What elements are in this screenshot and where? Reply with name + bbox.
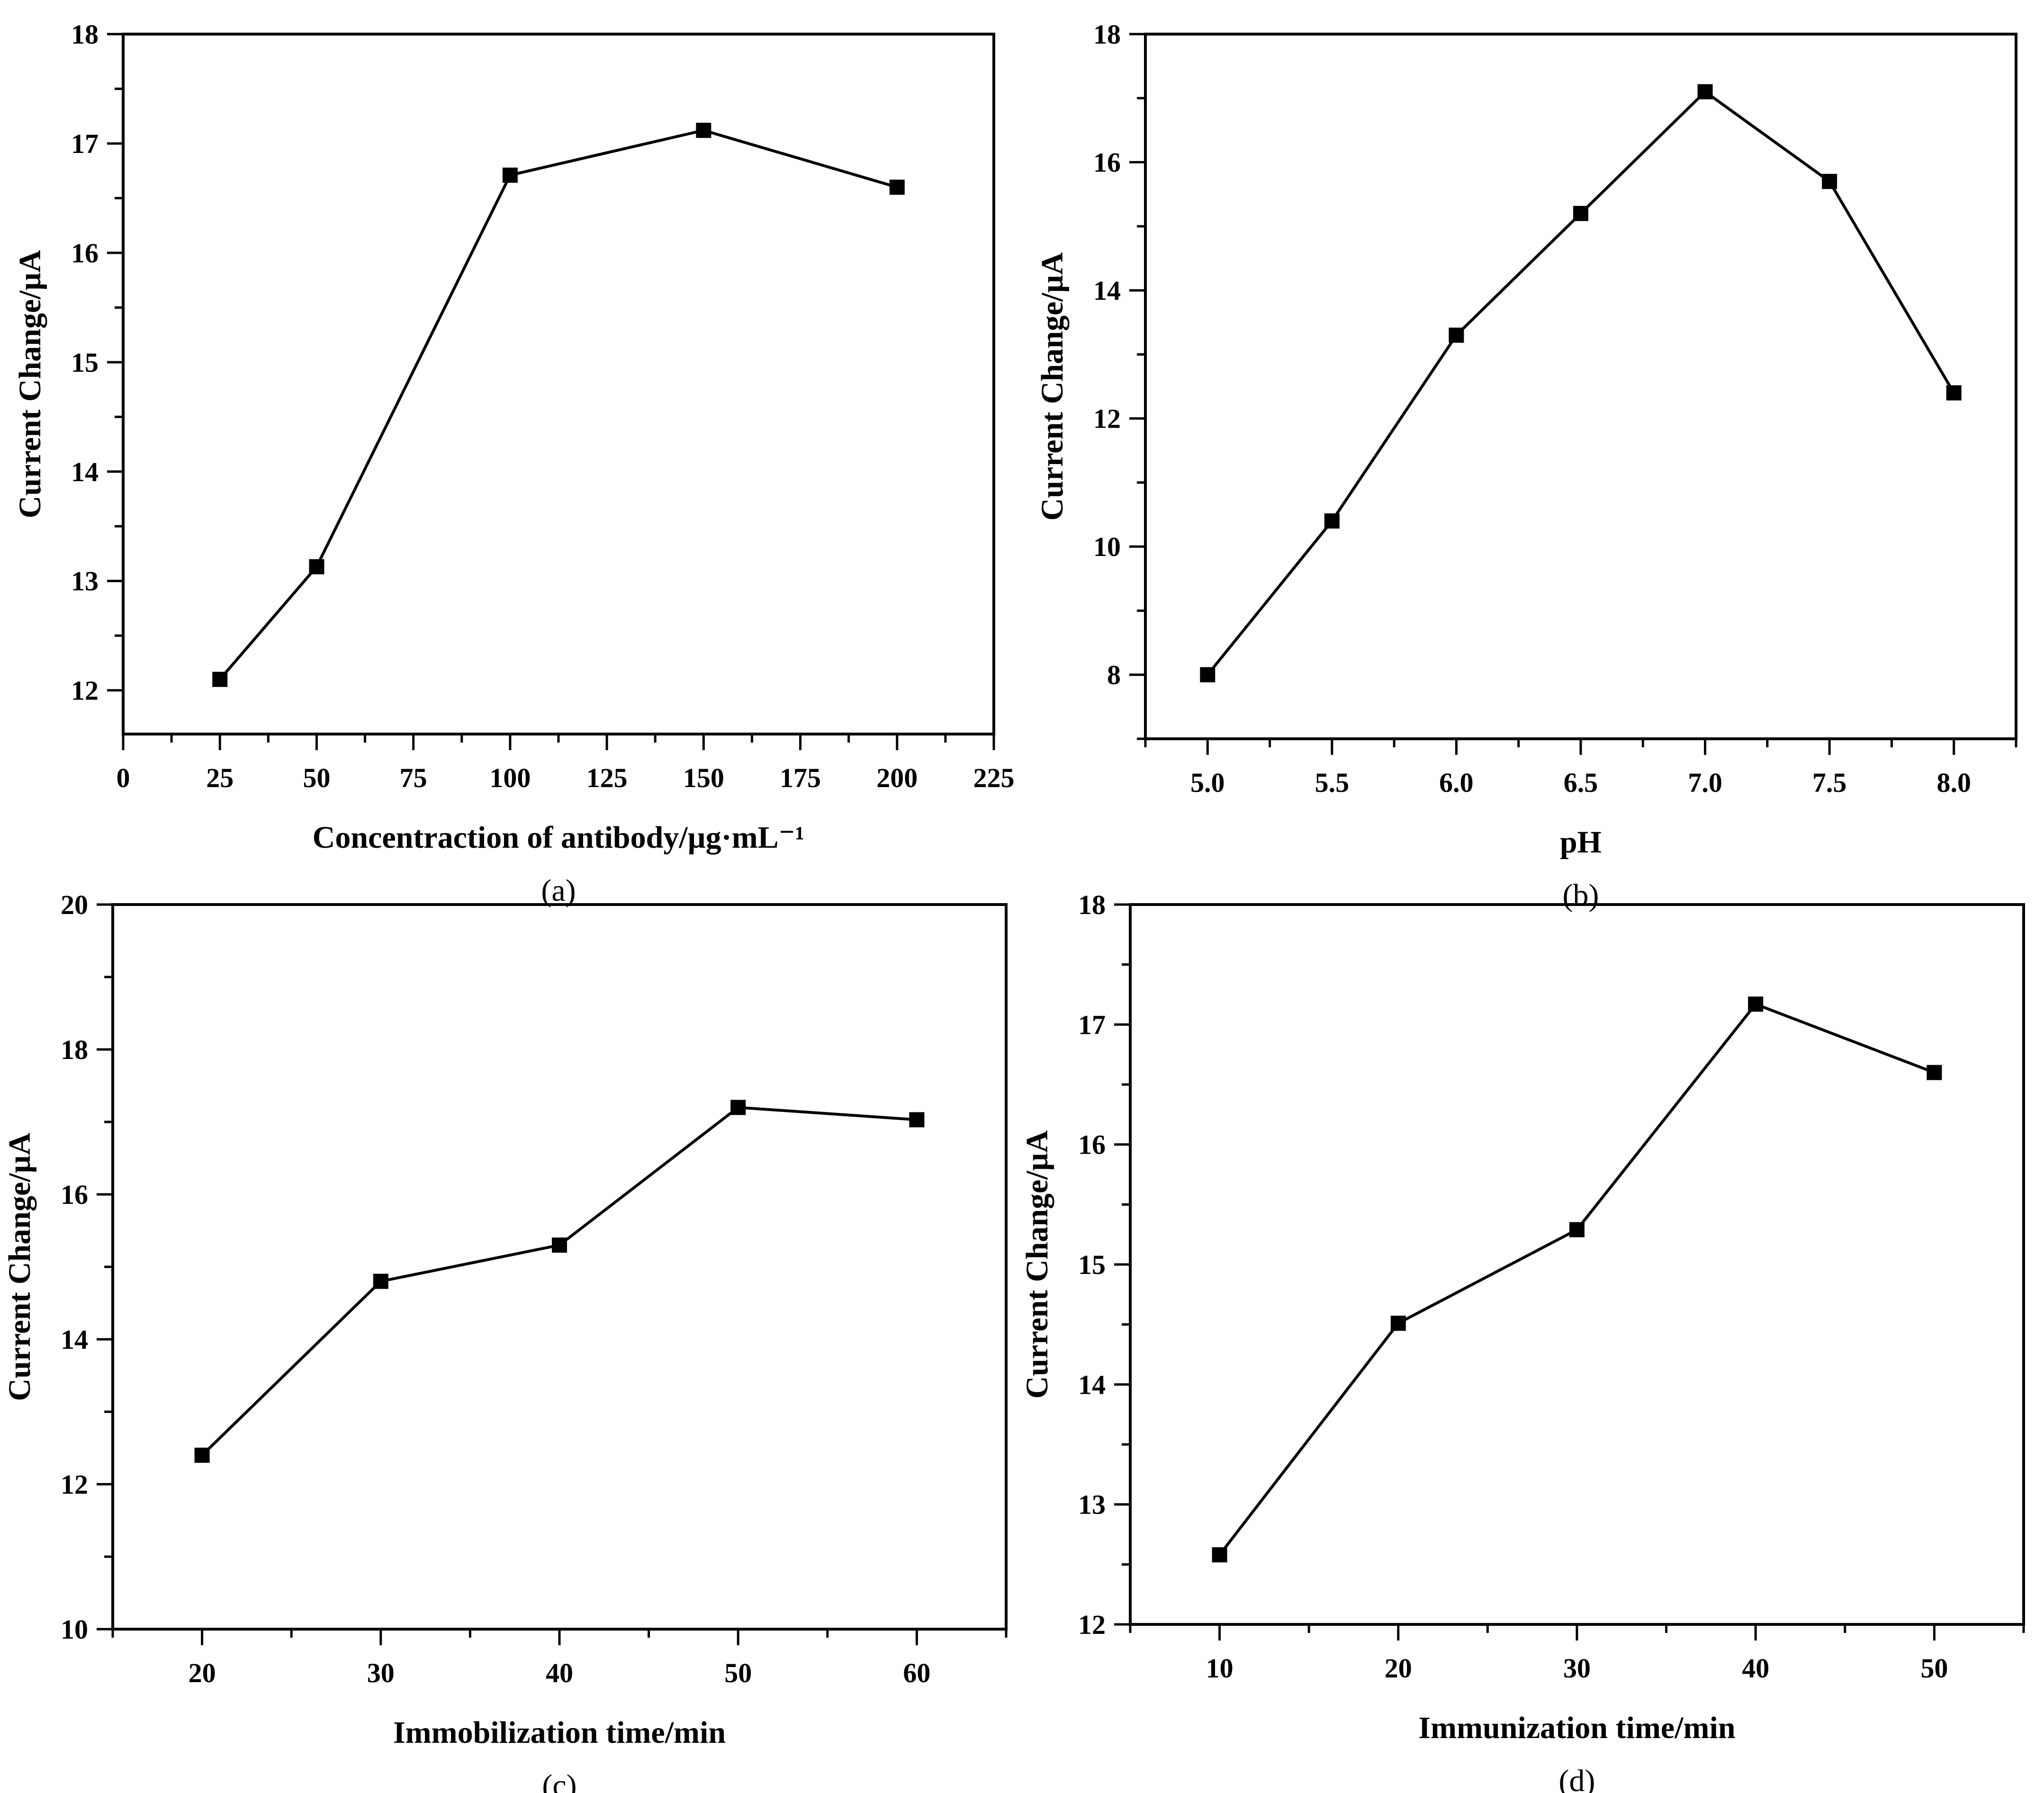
y-tick-label-a: 14 — [71, 457, 99, 487]
x-tick-label-d: 50 — [1920, 1653, 1948, 1684]
data-point-b — [1324, 513, 1340, 529]
y-tick-label-a: 12 — [71, 675, 99, 706]
y-tick-label-c: 10 — [61, 1614, 88, 1645]
x-tick-label-a: 75 — [400, 762, 427, 793]
x-tick-label-a: 175 — [780, 762, 821, 793]
x-axis-title-c: Immobilization time/min — [393, 1715, 726, 1750]
data-point-a — [696, 123, 711, 138]
data-point-d — [1569, 1222, 1585, 1237]
x-axis-title-b: pH — [1560, 825, 1602, 860]
x-tick-label-d: 30 — [1563, 1653, 1591, 1684]
data-point-a — [889, 179, 905, 195]
y-tick-label-c: 18 — [61, 1034, 88, 1065]
y-tick-label-b: 10 — [1093, 531, 1121, 562]
y-tick-label-b: 12 — [1093, 403, 1121, 434]
y-tick-label-b: 18 — [1093, 19, 1121, 50]
x-axis-title-d: Immunization time/min — [1418, 1711, 1735, 1745]
x-tick-label-c: 40 — [546, 1658, 573, 1688]
x-tick-label-b: 8.0 — [1936, 767, 1971, 798]
x-tick-label-d: 20 — [1385, 1653, 1412, 1684]
y-axis-title-b: Current Change/µA — [1035, 252, 1070, 520]
data-point-b — [1449, 327, 1464, 343]
data-point-c — [730, 1100, 746, 1115]
x-tick-label-c: 50 — [724, 1658, 752, 1688]
chart-panel-c: 20 30 40 50 60 10 12 14 16 18 20 Immobilization tim… — [2, 889, 1008, 1793]
y-tick-label-b: 8 — [1107, 660, 1121, 690]
data-point-b — [1946, 385, 1962, 401]
y-tick-label-a: 18 — [71, 19, 99, 50]
data-point-c — [552, 1237, 567, 1253]
x-tick-label-c: 60 — [903, 1658, 930, 1688]
x-tick-label-a: 225 — [973, 762, 1015, 793]
x-tick-label-a: 0 — [117, 762, 130, 793]
x-tick-label-b: 6.5 — [1564, 767, 1598, 798]
data-point-c — [373, 1273, 388, 1289]
x-tick-label-b: 6.0 — [1439, 767, 1474, 798]
y-tick-label-a: 16 — [71, 238, 99, 269]
data-point-d — [1748, 996, 1764, 1012]
panel-label-d: (d) — [1559, 1764, 1595, 1793]
y-tick-label-d: 13 — [1078, 1489, 1106, 1520]
y-tick-label-a: 13 — [71, 566, 99, 597]
y-tick-label-a: 17 — [71, 128, 99, 159]
y-axis-title-a: Current Change/µA — [13, 250, 47, 518]
y-tick-label-d: 16 — [1078, 1130, 1106, 1160]
y-tick-label-a: 15 — [71, 347, 99, 378]
data-point-a — [212, 672, 228, 687]
chart-panel-b: 5.0 5.5 6.0 6.5 7.0 7.5 8.0 8 10 12 14 16 18 pH Curren… — [1035, 19, 2017, 913]
x-tick-label-d: 10 — [1206, 1653, 1234, 1684]
y-tick-label-d: 17 — [1078, 1009, 1106, 1040]
chart-panel-d: 10 20 30 40 50 12 13 14 15 16 17 18 Immunization tim… — [1020, 889, 2025, 1793]
y-tick-label-c: 12 — [61, 1469, 88, 1500]
x-tick-label-a: 150 — [683, 762, 724, 793]
panel-label-c: (c) — [542, 1768, 576, 1793]
x-tick-label-a: 50 — [303, 762, 330, 793]
x-tick-label-a: 25 — [206, 762, 234, 793]
y-tick-label-d: 12 — [1078, 1609, 1106, 1640]
y-axis-title-d: Current Change/µA — [1020, 1130, 1054, 1399]
x-tick-label-b: 7.0 — [1688, 767, 1722, 798]
y-tick-label-b: 14 — [1093, 275, 1121, 306]
data-point-b — [1822, 174, 1837, 189]
data-point-d — [1390, 1316, 1406, 1331]
data-point-d — [1927, 1065, 1942, 1080]
data-point-a — [502, 167, 518, 183]
y-axis-title-c: Current Change/µA — [2, 1132, 37, 1401]
y-tick-label-d: 14 — [1078, 1369, 1106, 1400]
y-tick-label-c: 16 — [61, 1179, 88, 1210]
x-tick-label-c: 30 — [367, 1658, 395, 1688]
x-tick-label-a: 125 — [586, 762, 628, 793]
y-tick-label-d: 15 — [1078, 1249, 1106, 1280]
x-tick-label-d: 40 — [1742, 1653, 1769, 1684]
y-tick-label-b: 16 — [1093, 147, 1121, 178]
x-tick-label-b: 5.0 — [1190, 767, 1225, 798]
data-point-b — [1200, 667, 1216, 682]
panel-label-b: (b) — [1563, 878, 1599, 913]
x-tick-label-a: 100 — [489, 762, 531, 793]
y-tick-label-d: 18 — [1078, 889, 1106, 920]
data-point-c — [194, 1447, 210, 1463]
data-point-d — [1212, 1547, 1227, 1563]
x-tick-label-c: 20 — [189, 1658, 216, 1688]
data-point-c — [909, 1112, 925, 1128]
data-point-b — [1697, 84, 1713, 99]
chart-panel-a: 0 25 50 75 100 125 150 175 200 225 12 13 14 15 16 17 18 C… — [13, 19, 1015, 908]
x-tick-label-b: 7.5 — [1812, 767, 1847, 798]
x-tick-label-b: 5.5 — [1315, 767, 1350, 798]
data-point-a — [309, 559, 324, 574]
x-tick-label-a: 200 — [876, 762, 918, 793]
data-point-b — [1573, 206, 1588, 221]
panel-label-a: (a) — [541, 873, 576, 908]
x-axis-title-a: Concentraction of antibody/µg·mL⁻¹ — [313, 820, 805, 855]
y-tick-label-c: 20 — [61, 889, 88, 920]
y-tick-label-c: 14 — [61, 1324, 88, 1355]
